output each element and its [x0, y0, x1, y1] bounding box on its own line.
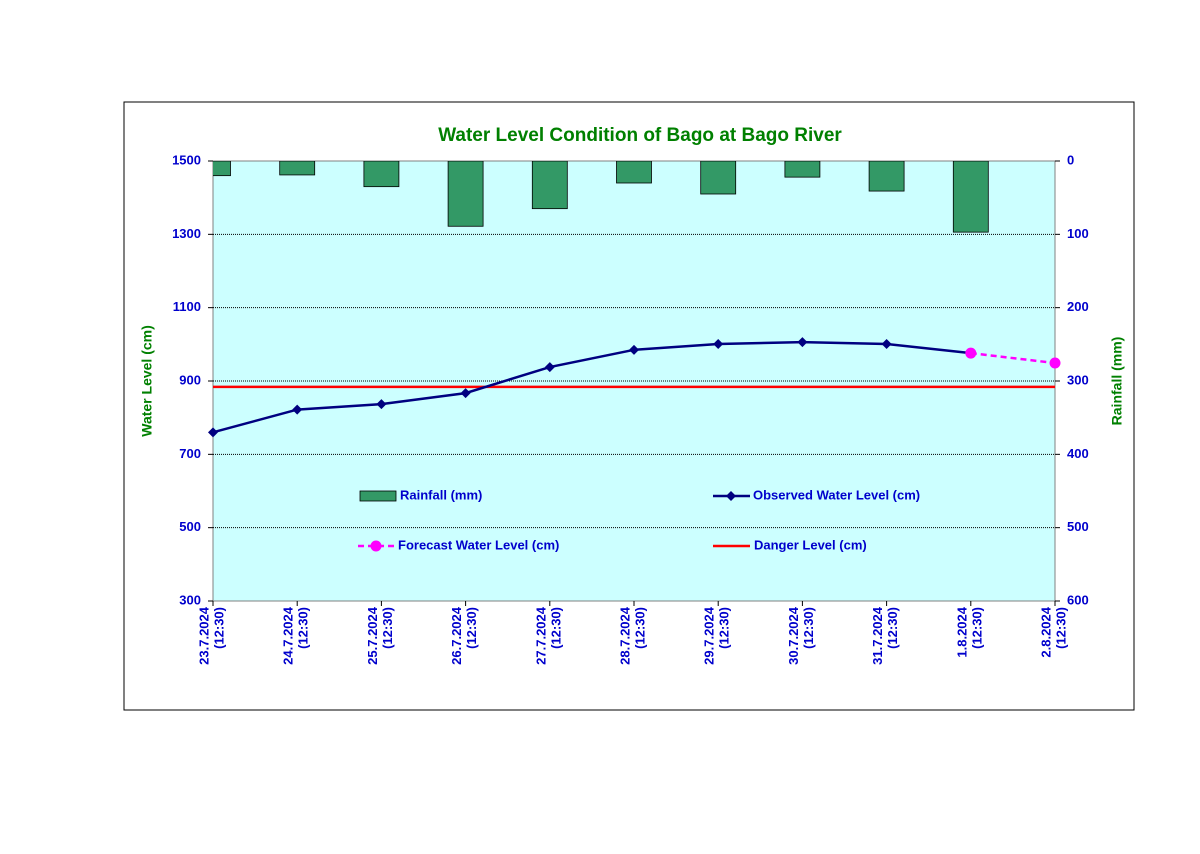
y2-tick-label: 400 [1067, 446, 1089, 461]
y2-tick-label: 200 [1067, 299, 1089, 314]
x-tick-label-line: 29.7.2024 [702, 606, 717, 665]
x-tick-label-line: 30.7.2024 [786, 606, 801, 665]
x-tick-label-line: (12:30) [886, 607, 901, 649]
bar [784, 161, 821, 178]
x-tick-label-line: (12:30) [1054, 607, 1069, 649]
y2-tick-label: 600 [1067, 592, 1089, 607]
y-tick-label: 1500 [172, 152, 201, 167]
y-tick-label: 900 [179, 372, 201, 387]
legend-label: Observed Water Level (cm) [753, 487, 920, 502]
bar [616, 161, 652, 184]
chart-title: Water Level Condition of Bago at Bago Ri… [438, 125, 842, 146]
x-tick-label-line: 24.7.2024 [281, 606, 296, 665]
legend-label: Danger Level (cm) [754, 537, 867, 552]
x-tick-label: 28.7.2024(12:30) [618, 606, 648, 665]
x-tick-label-line: (12:30) [465, 607, 480, 649]
bar [700, 161, 737, 195]
point [797, 337, 808, 348]
bar [279, 161, 316, 176]
x-tick-label: 27.7.2024(12:30) [534, 606, 564, 665]
x-tick-label-line: 28.7.2024 [618, 606, 633, 665]
x-tick-label-line: (12:30) [296, 607, 311, 649]
x-tick-label-line: 26.7.2024 [450, 606, 465, 665]
legend-label: Rainfall (mm) [400, 487, 482, 502]
point [965, 347, 977, 359]
x-tick-label-line: (12:30) [801, 607, 816, 649]
point [292, 404, 303, 415]
x-tick-label-line: 25.7.2024 [365, 606, 380, 665]
bar [868, 161, 905, 192]
y2-tick-label: 0 [1067, 152, 1074, 167]
x-tick-label: 23.7.2024(12:30) [197, 606, 227, 665]
x-tick-label: 2.8.2024(12:30) [1039, 606, 1069, 657]
x-tick-label-line: 27.7.2024 [534, 606, 549, 665]
x-tick-label: 26.7.2024(12:30) [450, 606, 480, 665]
legend-swatch [359, 490, 397, 502]
point [544, 362, 555, 373]
x-tick-label: 24.7.2024(12:30) [281, 606, 311, 665]
line [970, 351, 1056, 365]
x-tick-label-line: (12:30) [549, 607, 564, 649]
point [713, 338, 724, 349]
y-tick-label: 1100 [173, 299, 201, 314]
y-tick-label: 1300 [172, 226, 201, 241]
y-axis-label: Water Level (cm) [139, 325, 155, 437]
point [460, 388, 471, 399]
point [629, 344, 639, 355]
legend-marker [370, 540, 382, 552]
legend-label: Forecast Water Level (cm) [398, 537, 559, 552]
y-tick-label: 500 [179, 519, 201, 534]
legend-marker [726, 491, 736, 501]
x-tick-label: 29.7.2024(12:30) [702, 606, 732, 665]
point [376, 399, 387, 410]
x-tick-label-line: (12:30) [212, 607, 227, 649]
bar [952, 161, 989, 233]
bar [531, 161, 568, 210]
point [208, 427, 218, 438]
x-tick-label: 1.8.2024(12:30) [955, 606, 985, 657]
x-tick-label-line: 31.7.2024 [871, 606, 886, 665]
x-tick-label-line: 23.7.2024 [197, 606, 212, 665]
y-tick-label: 300 [179, 592, 201, 607]
line [212, 340, 971, 434]
bar [363, 161, 400, 188]
x-tick-label: 25.7.2024(12:30) [365, 606, 395, 665]
x-tick-label-line: 1.8.2024 [955, 606, 970, 657]
x-tick-label: 30.7.2024(12:30) [786, 606, 816, 665]
point [881, 338, 892, 349]
x-tick-label-line: (12:30) [633, 607, 648, 649]
bar [213, 161, 231, 177]
y2-tick-label: 100 [1067, 226, 1089, 241]
bar [447, 161, 484, 227]
x-tick-label: 31.7.2024(12:30) [871, 606, 901, 665]
y2-axis-label: Rainfall (mm) [1109, 337, 1125, 426]
x-tick-label-line: (12:30) [717, 607, 732, 649]
x-tick-label-line: (12:30) [970, 607, 985, 649]
point [1049, 357, 1061, 369]
y2-tick-label: 500 [1067, 519, 1089, 534]
x-tick-label-line: (12:30) [380, 607, 395, 649]
bars [213, 161, 989, 233]
y-tick-label: 700 [179, 446, 201, 461]
x-tick-label-line: 2.8.2024 [1039, 606, 1054, 657]
y2-tick-label: 300 [1067, 372, 1089, 387]
